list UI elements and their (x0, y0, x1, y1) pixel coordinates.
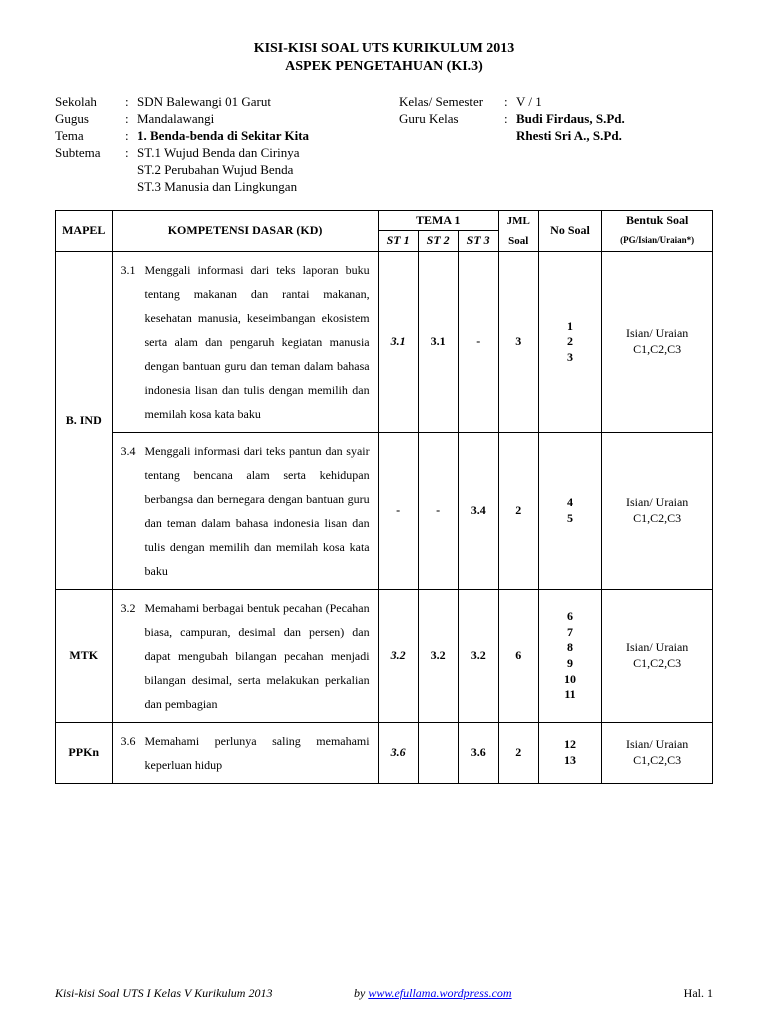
cell-mapel: B. IND (56, 251, 113, 589)
value-kelas: V / 1 (516, 94, 713, 111)
meta-left: Sekolah : SDN Balewangi 01 Garut Gugus :… (55, 94, 369, 195)
th-st3: ST 3 (458, 231, 498, 252)
cell-kd: 3.2Memahami berbagai bentuk pecahan (Pec… (112, 589, 378, 722)
cell-bentuk: Isian/ UraianC1,C2,C3 (602, 589, 713, 722)
label-tema: Tema (55, 128, 125, 145)
footer-link[interactable]: www.efullama.wordpress.com (368, 986, 511, 1000)
cell-st2 (418, 722, 458, 783)
cell-nosoal: 1213 (538, 722, 602, 783)
footer-page: Hal. 1 (653, 986, 713, 1002)
table-header: MAPEL KOMPETENSI DASAR (KD) TEMA 1 JML N… (56, 210, 713, 251)
cell-kd: 3.4Menggali informasi dari teks pantun d… (112, 432, 378, 589)
cell-nosoal: 123 (538, 251, 602, 432)
cell-jml: 2 (498, 722, 538, 783)
cell-st1: - (378, 432, 418, 589)
footer-center: by www.efullama.wordpress.com (354, 986, 653, 1002)
label-subtema: Subtema (55, 145, 125, 162)
cell-bentuk: Isian/ UraianC1,C2,C3 (602, 722, 713, 783)
cell-st1: 3.2 (378, 589, 418, 722)
cell-mapel: PPKn (56, 722, 113, 783)
value-tema: 1. Benda-benda di Sekitar Kita (137, 128, 369, 145)
table-row: 3.4Menggali informasi dari teks pantun d… (56, 432, 713, 589)
label-kelas: Kelas/ Semester (399, 94, 504, 111)
cell-st3: 3.6 (458, 722, 498, 783)
cell-st2: 3.1 (418, 251, 458, 432)
cell-jml: 3 (498, 251, 538, 432)
footer-by: by (354, 986, 368, 1000)
page-footer: Kisi-kisi Soal UTS I Kelas V Kurikulum 2… (55, 986, 713, 1002)
value-gugus: Mandalawangi (137, 111, 369, 128)
cell-nosoal: 67891011 (538, 589, 602, 722)
value-subtema2: ST.2 Perubahan Wujud Benda (55, 162, 369, 179)
table-row: MTK3.2Memahami berbagai bentuk pecahan (… (56, 589, 713, 722)
th-st2: ST 2 (418, 231, 458, 252)
main-table: MAPEL KOMPETENSI DASAR (KD) TEMA 1 JML N… (55, 210, 713, 784)
value-sekolah: SDN Balewangi 01 Garut (137, 94, 369, 111)
th-tema1: TEMA 1 (378, 210, 498, 231)
label-gugus: Gugus (55, 111, 125, 128)
th-nosoal: No Soal (538, 210, 602, 251)
th-bentuk-sub: (PG/Isian/Uraian*) (602, 231, 713, 252)
cell-jml: 6 (498, 589, 538, 722)
cell-mapel: MTK (56, 589, 113, 722)
th-mapel: MAPEL (56, 210, 113, 251)
cell-st2: - (418, 432, 458, 589)
cell-jml: 2 (498, 432, 538, 589)
cell-kd: 3.1Menggali informasi dari teks laporan … (112, 251, 378, 432)
cell-bentuk: Isian/ UraianC1,C2,C3 (602, 432, 713, 589)
cell-st2: 3.2 (418, 589, 458, 722)
table-row: B. IND3.1Menggali informasi dari teks la… (56, 251, 713, 432)
meta-block: Sekolah : SDN Balewangi 01 Garut Gugus :… (55, 94, 713, 195)
th-jml: JML (498, 210, 538, 231)
cell-bentuk: Isian/ UraianC1,C2,C3 (602, 251, 713, 432)
cell-st1: 3.1 (378, 251, 418, 432)
cell-st3: - (458, 251, 498, 432)
value-guru2: Rhesti Sri A., S.Pd. (516, 128, 713, 145)
th-bentuk: Bentuk Soal (602, 210, 713, 231)
value-guru1: Budi Firdaus, S.Pd. (516, 111, 713, 128)
footer-left: Kisi-kisi Soal UTS I Kelas V Kurikulum 2… (55, 986, 354, 1002)
th-st1: ST 1 (378, 231, 418, 252)
document-title: KISI-KISI SOAL UTS KURIKULUM 2013 ASPEK … (55, 40, 713, 76)
meta-right: Kelas/ Semester : V / 1 Guru Kelas : Bud… (399, 94, 713, 195)
cell-st1: 3.6 (378, 722, 418, 783)
label-guru: Guru Kelas (399, 111, 504, 128)
table-body: B. IND3.1Menggali informasi dari teks la… (56, 251, 713, 783)
title-line2: ASPEK PENGETAHUAN (KI.3) (55, 58, 713, 76)
cell-st3: 3.2 (458, 589, 498, 722)
cell-st3: 3.4 (458, 432, 498, 589)
table-row: PPKn3.6Memahami perlunya saling memahami… (56, 722, 713, 783)
title-line1: KISI-KISI SOAL UTS KURIKULUM 2013 (55, 40, 713, 58)
value-subtema3: ST.3 Manusia dan Lingkungan (55, 179, 369, 196)
cell-nosoal: 45 (538, 432, 602, 589)
label-sekolah: Sekolah (55, 94, 125, 111)
cell-kd: 3.6Memahami perlunya saling memahami kep… (112, 722, 378, 783)
th-soal: Soal (498, 231, 538, 252)
value-subtema1: ST.1 Wujud Benda dan Cirinya (137, 145, 369, 162)
th-kd: KOMPETENSI DASAR (KD) (112, 210, 378, 251)
